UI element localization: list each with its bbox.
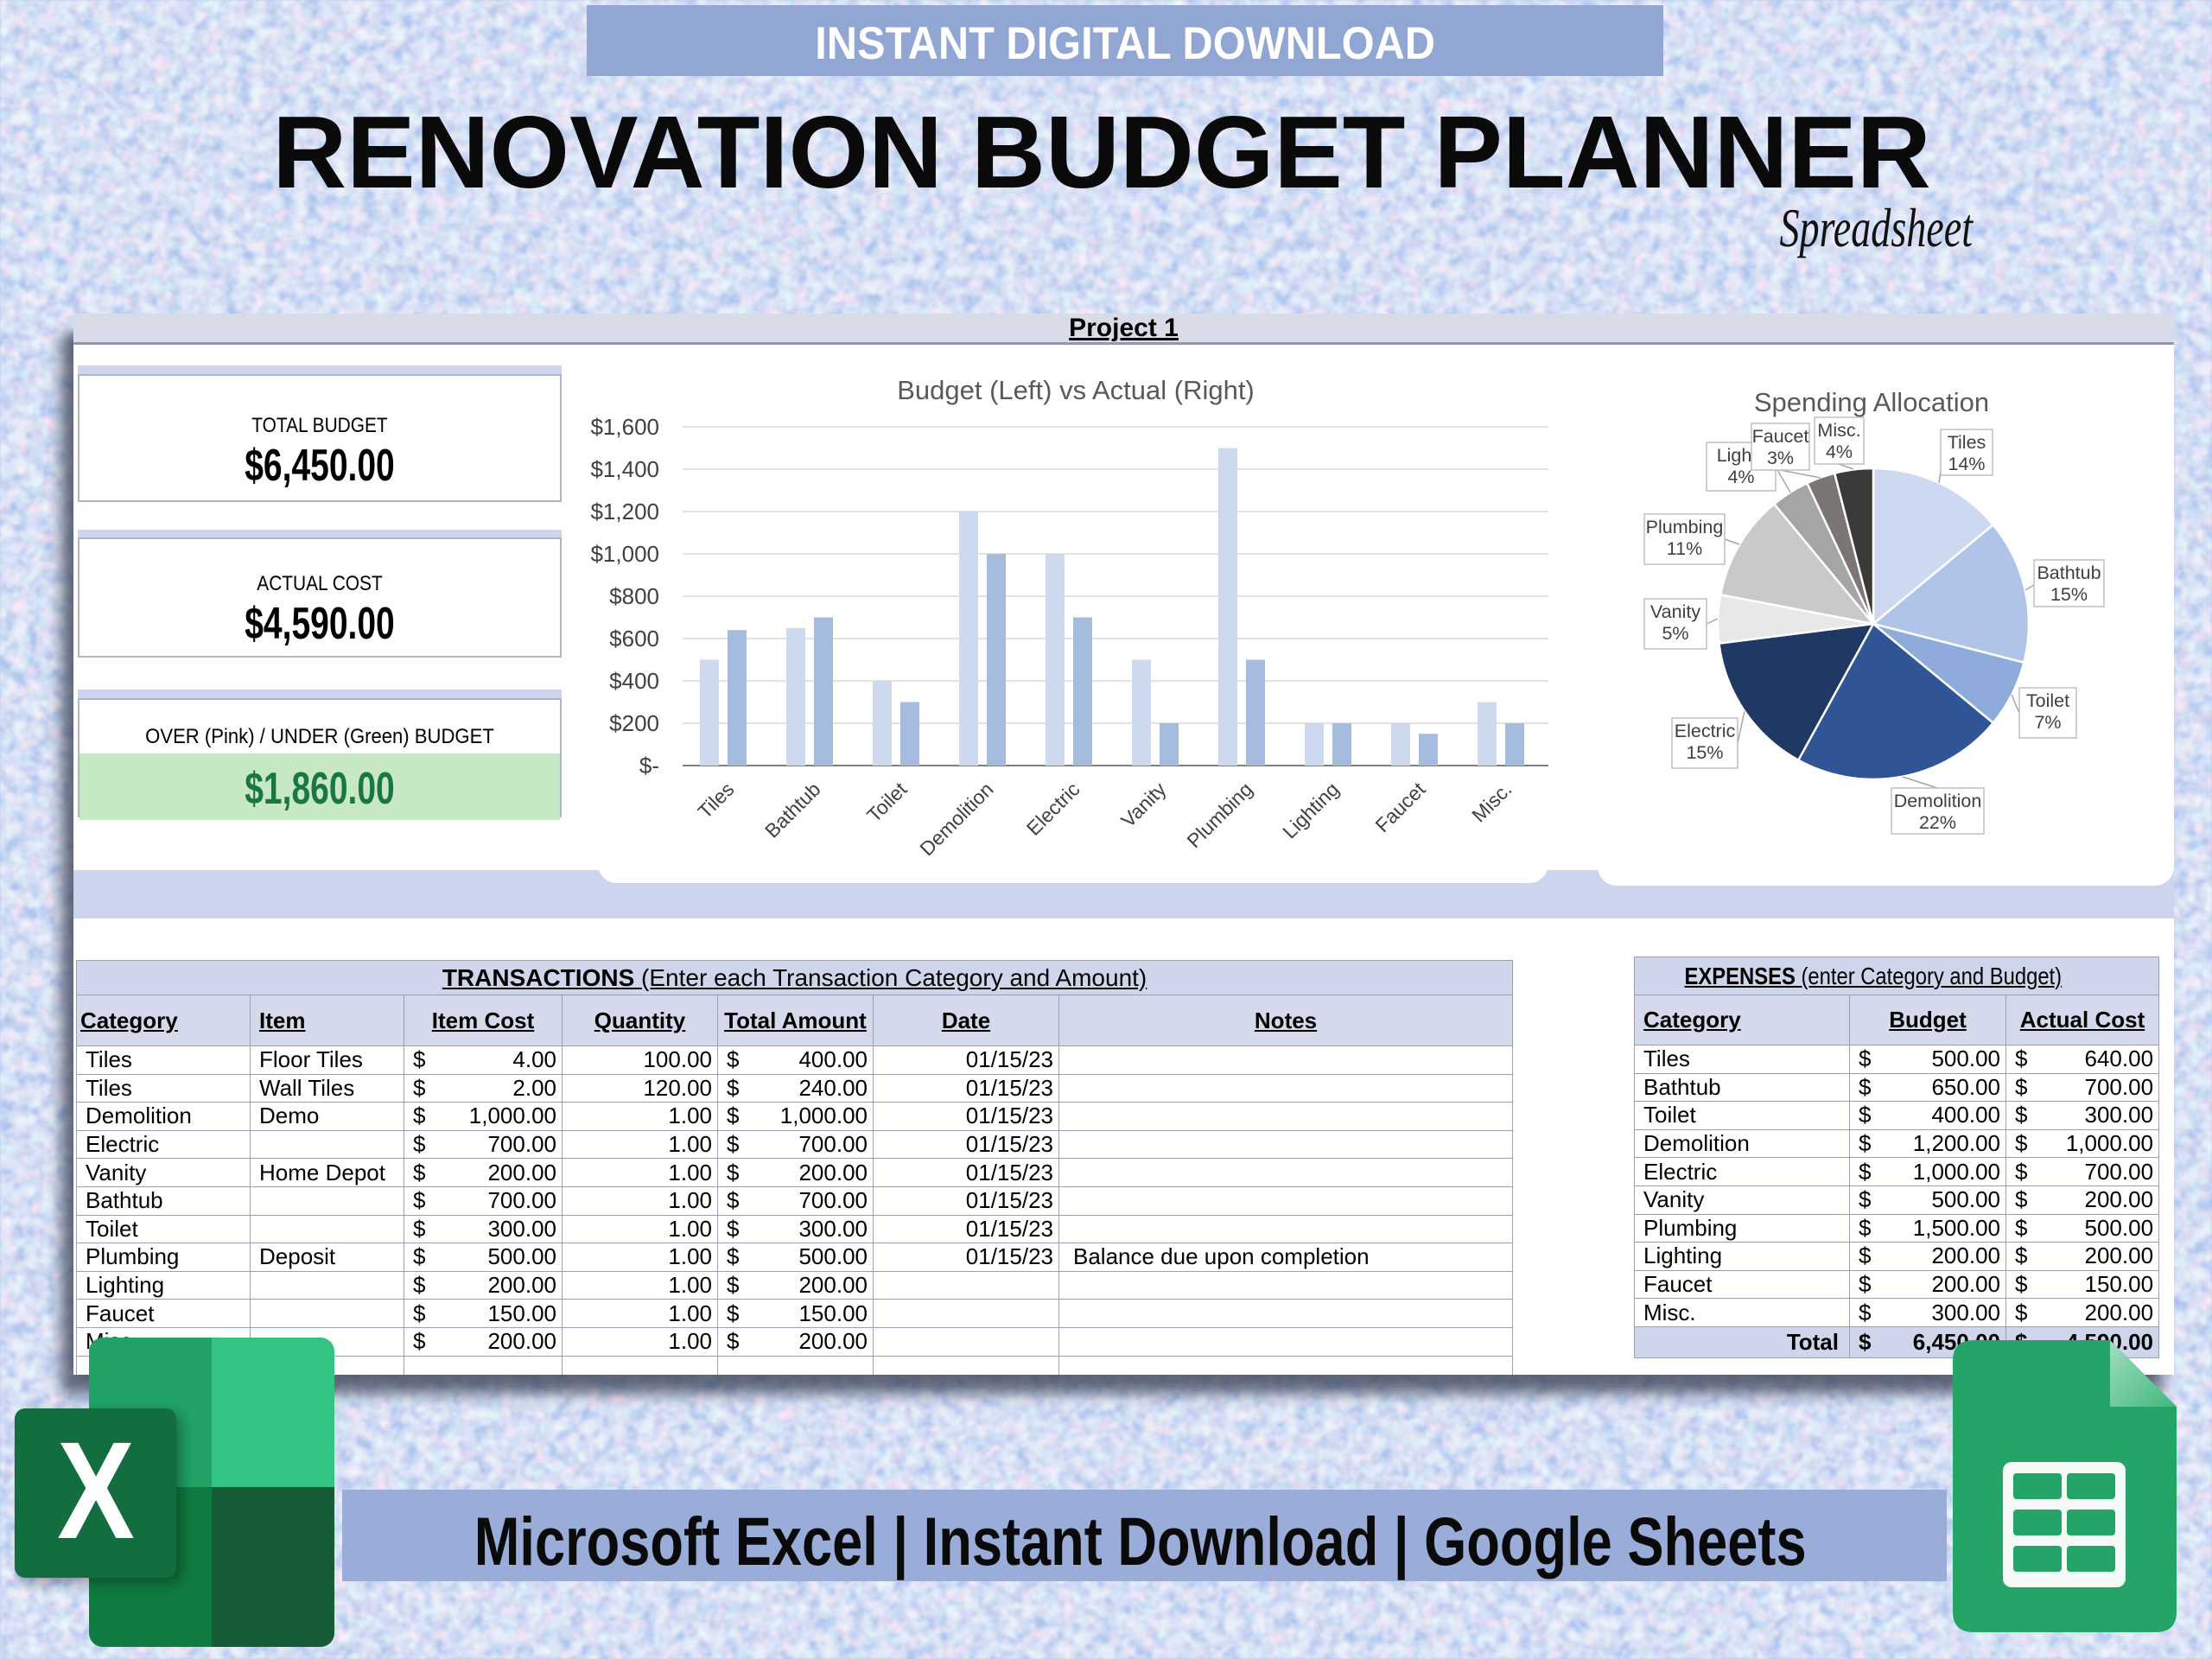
svg-text:$400: $400 (609, 668, 659, 694)
svg-text:Vanity: Vanity (1116, 778, 1171, 832)
svg-text:Lighting: Lighting (1278, 778, 1343, 842)
svg-text:Toilet: Toilet (862, 778, 912, 827)
svg-text:5%: 5% (1662, 623, 1688, 644)
svg-text:Plumbing: Plumbing (1182, 778, 1256, 852)
svg-text:Misc.: Misc. (1817, 420, 1860, 441)
svg-text:$200: $200 (609, 710, 659, 736)
svg-text:Electric: Electric (1022, 778, 1084, 840)
svg-text:15%: 15% (1686, 742, 1723, 763)
svg-text:Budget (Left) vs Actual (Right: Budget (Left) vs Actual (Right) (897, 375, 1255, 405)
svg-text:$1,600: $1,600 (590, 414, 659, 440)
svg-text:4%: 4% (1826, 442, 1853, 462)
svg-text:$1,400: $1,400 (590, 456, 659, 482)
svg-text:Demolition: Demolition (1894, 791, 1982, 811)
svg-text:14%: 14% (1948, 454, 1985, 474)
svg-text:Bathtub: Bathtub (2037, 563, 2101, 583)
svg-text:X: X (57, 1414, 135, 1568)
svg-text:11%: 11% (1667, 538, 1702, 559)
svg-text:4%: 4% (1727, 467, 1754, 487)
svg-text:Bathtub: Bathtub (760, 778, 824, 842)
svg-text:Demolition: Demolition (915, 778, 997, 860)
svg-text:Vanity: Vanity (1650, 601, 1700, 622)
svg-text:Plumbing: Plumbing (1646, 517, 1724, 537)
svg-text:$800: $800 (609, 583, 659, 609)
svg-text:Faucet: Faucet (1752, 426, 1809, 447)
svg-text:15%: 15% (2050, 584, 2088, 605)
svg-text:$1,200: $1,200 (590, 499, 659, 524)
svg-text:Electric: Electric (1675, 721, 1736, 741)
svg-text:7%: 7% (2034, 712, 2061, 733)
svg-text:3%: 3% (1767, 448, 1794, 468)
svg-text:Spending Allocation: Spending Allocation (1754, 387, 1989, 417)
svg-text:Faucet: Faucet (1370, 778, 1430, 837)
svg-text:Tiles: Tiles (1948, 432, 1986, 453)
svg-text:22%: 22% (1919, 812, 1956, 833)
svg-text:$600: $600 (609, 626, 659, 652)
svg-text:$-: $- (639, 753, 659, 779)
svg-text:Toilet: Toilet (2026, 690, 2069, 711)
svg-text:Misc.: Misc. (1467, 778, 1516, 826)
svg-text:Light: Light (1717, 445, 1758, 466)
svg-text:Tiles: Tiles (693, 778, 738, 823)
svg-text:$1,000: $1,000 (590, 541, 659, 567)
